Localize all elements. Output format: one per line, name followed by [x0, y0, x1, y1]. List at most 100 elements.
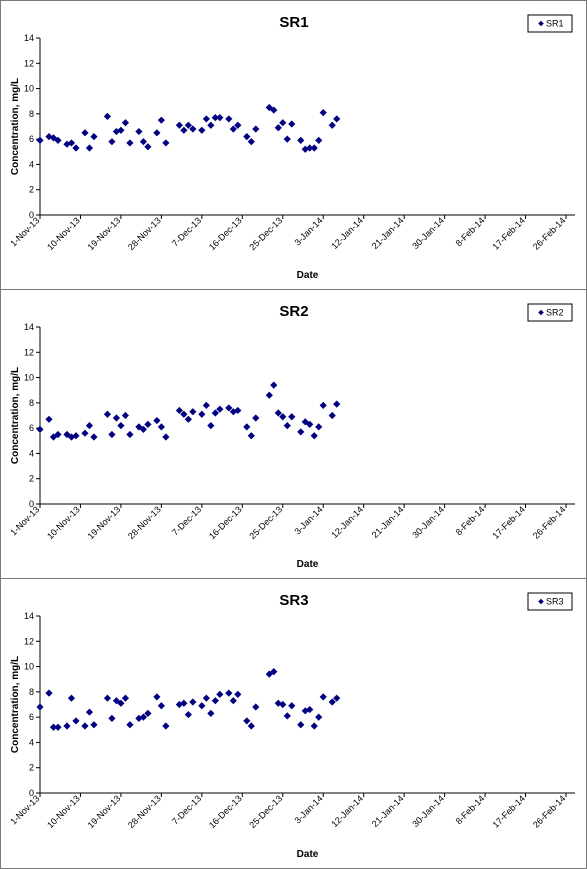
data-point: [36, 703, 44, 711]
data-point: [121, 694, 130, 702]
x-tick-label: 3-Jan-14: [292, 504, 324, 536]
data-point: [36, 136, 44, 145]
data-point: [45, 689, 53, 697]
legend: SR3: [527, 592, 573, 611]
chart-svg: SR1 0 2 4 6 8 10 12 14 1-Nov-13 10-Nov-13 19-Nov-13…: [8, 14, 575, 281]
chart-title: SR1: [279, 14, 308, 31]
x-tick-label: 19-Nov-13: [86, 793, 123, 830]
y-tick-label: 8: [29, 687, 34, 697]
data-point: [247, 722, 255, 730]
data-point: [90, 721, 98, 729]
data-point: [144, 143, 152, 151]
x-tick-label: 21-Jan-14: [370, 793, 406, 829]
y-tick-label: 14: [24, 611, 34, 621]
x-tick-label: 17-Feb-14: [491, 504, 527, 540]
data-point: [310, 144, 318, 152]
y-tick-label: 4: [29, 159, 34, 169]
legend-marker: [538, 598, 544, 605]
chart-svg: SR2 0 2 4 6 8 10 12 14 1-Nov-13 10-Nov-13 19-Nov-13…: [8, 303, 575, 570]
data-point: [162, 722, 170, 730]
data-point: [301, 145, 309, 153]
data-point: [274, 699, 282, 707]
data-point: [243, 133, 251, 141]
data-point: [216, 690, 224, 698]
data-point: [198, 702, 206, 710]
x-tick-label: 30-Jan-14: [410, 504, 446, 540]
data-point: [157, 423, 165, 431]
data-point: [54, 136, 62, 145]
legend-box: [527, 14, 573, 33]
data-point: [117, 126, 125, 134]
x-tick-label: 7-Dec-13: [170, 504, 203, 537]
legend-marker: [538, 20, 544, 27]
data-point: [175, 121, 183, 129]
y-axis-title: Concentration, mg/L: [10, 656, 21, 753]
data-point: [315, 136, 323, 145]
data-point: [85, 422, 94, 430]
x-tick-label: 21-Jan-14: [370, 504, 406, 540]
data-point: [112, 127, 121, 136]
data-point: [121, 119, 130, 127]
data-point: [189, 408, 197, 416]
data-point: [126, 721, 134, 729]
data-point: [157, 116, 165, 124]
x-tick-label: 19-Nov-13: [86, 504, 123, 541]
data-point: [243, 423, 251, 431]
y-tick-label: 12: [24, 58, 34, 68]
data-point: [189, 698, 197, 706]
x-tick-label: 17-Feb-14: [491, 793, 527, 829]
data-point: [126, 430, 134, 439]
data-point: [328, 121, 336, 129]
x-axis-title: Date: [297, 270, 319, 281]
x-tick-label: 12-Jan-14: [329, 215, 365, 251]
data-point: [49, 723, 58, 731]
data-point: [153, 693, 161, 701]
data-point: [108, 714, 116, 723]
legend: SR2: [527, 303, 573, 322]
data-point: [234, 121, 242, 129]
x-tick-label: 28-Nov-13: [126, 215, 163, 252]
data-point: [288, 120, 296, 128]
x-tick-label: 1-Nov-13: [8, 793, 41, 826]
y-tick-label: 0: [29, 499, 34, 509]
data-point: [49, 433, 58, 441]
data-point: [319, 693, 327, 701]
data-point: [162, 433, 170, 441]
data-point: [72, 717, 80, 725]
chart-panel-2: SR2 0 2 4 6 8 10 12 14 1-Nov-13 10-Nov-13 19-Nov-13…: [0, 289, 587, 579]
x-tick-label: 10-Nov-13: [45, 504, 82, 541]
y-tick-label: 4: [29, 448, 34, 458]
data-point: [283, 712, 291, 720]
y-tick-label: 14: [24, 33, 34, 43]
x-tick-label: 1-Nov-13: [8, 215, 41, 248]
data-point: [310, 722, 318, 730]
data-point: [117, 699, 125, 707]
data-point: [117, 422, 125, 430]
data-point: [67, 694, 76, 702]
x-tick-label: 3-Jan-14: [292, 793, 324, 825]
data-point: [72, 144, 80, 152]
chart-title: SR3: [279, 592, 308, 609]
data-point: [211, 114, 219, 122]
data-point: [333, 694, 341, 702]
data-point: [54, 723, 62, 731]
data-point: [301, 707, 309, 715]
data-point: [279, 700, 287, 709]
x-tick-label: 16-Dec-13: [207, 793, 244, 830]
legend-box: [527, 592, 573, 611]
legend-box: [527, 303, 573, 322]
data-point: [297, 721, 305, 729]
y-tick-label: 4: [29, 737, 34, 747]
y-tick-label: 6: [29, 134, 34, 144]
y-tick-label: 12: [24, 636, 34, 646]
data-point: [139, 138, 148, 146]
data-point: [157, 702, 165, 710]
x-tick-label: 28-Nov-13: [126, 793, 163, 830]
x-tick-label: 25-Dec-13: [247, 215, 284, 252]
data-point: [81, 129, 89, 137]
data-point: [333, 400, 341, 408]
x-tick-label: 25-Dec-13: [247, 504, 284, 541]
data-point: [333, 115, 341, 123]
data-point: [315, 423, 323, 431]
data-point: [85, 144, 94, 152]
